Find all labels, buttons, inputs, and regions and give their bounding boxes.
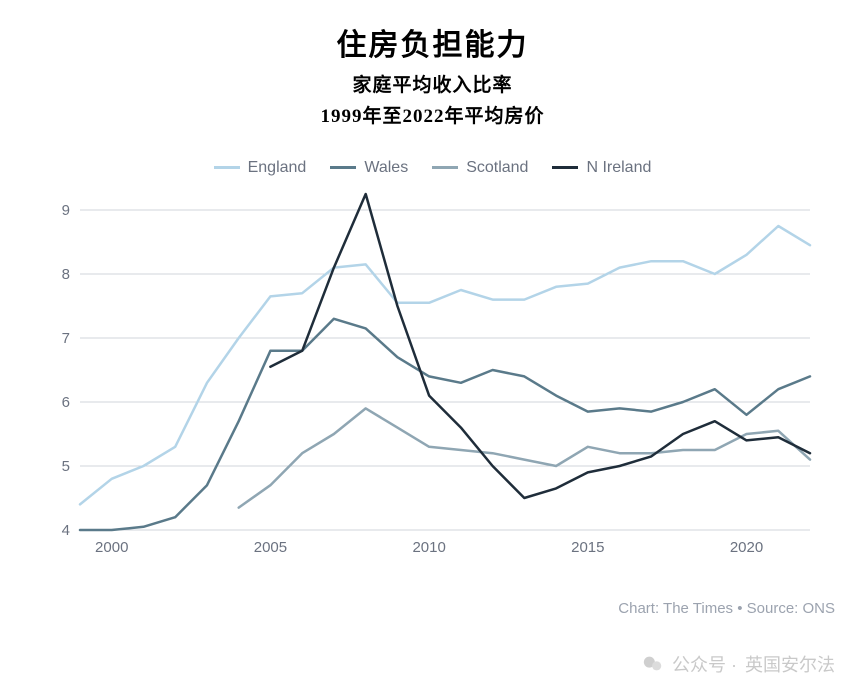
legend-label: England xyxy=(248,159,307,177)
watermark: 公众号 · 英国安尔法 xyxy=(642,651,835,677)
svg-text:8: 8 xyxy=(62,266,70,283)
svg-text:7: 7 xyxy=(62,330,70,347)
legend-label: N Ireland xyxy=(586,159,651,177)
svg-text:4: 4 xyxy=(62,522,70,539)
watermark-prefix: 公众号 · xyxy=(672,651,737,677)
legend-swatch xyxy=(552,166,578,169)
legend-label: Wales xyxy=(364,159,408,177)
svg-text:5: 5 xyxy=(62,458,70,475)
wechat-icon xyxy=(642,653,664,675)
svg-text:2010: 2010 xyxy=(412,539,445,556)
legend-swatch xyxy=(214,166,240,169)
title-sub1: 家庭平均收入比率 xyxy=(0,70,865,97)
watermark-name: 英国安尔法 xyxy=(745,651,835,677)
title-sub2: 1999年至2022年平均房价 xyxy=(0,101,865,128)
svg-text:2000: 2000 xyxy=(95,539,128,556)
source-text: Chart: The Times • Source: ONS xyxy=(618,600,835,617)
legend-label: Scotland xyxy=(466,159,528,177)
titles-block: 住房负担能力 家庭平均收入比率 1999年至2022年平均房价 xyxy=(0,0,865,128)
legend-item-n-ireland: N Ireland xyxy=(552,159,651,177)
series-line-england xyxy=(80,226,810,504)
legend-item-scotland: Scotland xyxy=(432,159,528,177)
svg-text:2005: 2005 xyxy=(254,539,287,556)
svg-text:2020: 2020 xyxy=(730,539,763,556)
title-main: 住房负担能力 xyxy=(0,20,865,64)
series-line-scotland xyxy=(239,408,810,507)
series-line-n-ireland xyxy=(270,194,810,498)
svg-text:9: 9 xyxy=(62,202,70,219)
series-line-wales xyxy=(80,319,810,530)
svg-text:2015: 2015 xyxy=(571,539,604,556)
legend: England Wales Scotland N Ireland xyxy=(0,156,865,177)
line-chart-svg: 4 5 6 7 8 9 2000 2005 2010 2015 2020 xyxy=(50,200,820,560)
svg-text:6: 6 xyxy=(62,394,70,411)
chart-area: 4 5 6 7 8 9 2000 2005 2010 2015 2020 xyxy=(50,200,820,560)
legend-item-england: England xyxy=(214,159,307,177)
legend-item-wales: Wales xyxy=(330,159,408,177)
chart-container: 住房负担能力 家庭平均收入比率 1999年至2022年平均房价 England W… xyxy=(0,0,865,697)
legend-swatch xyxy=(330,166,356,169)
legend-swatch xyxy=(432,166,458,169)
